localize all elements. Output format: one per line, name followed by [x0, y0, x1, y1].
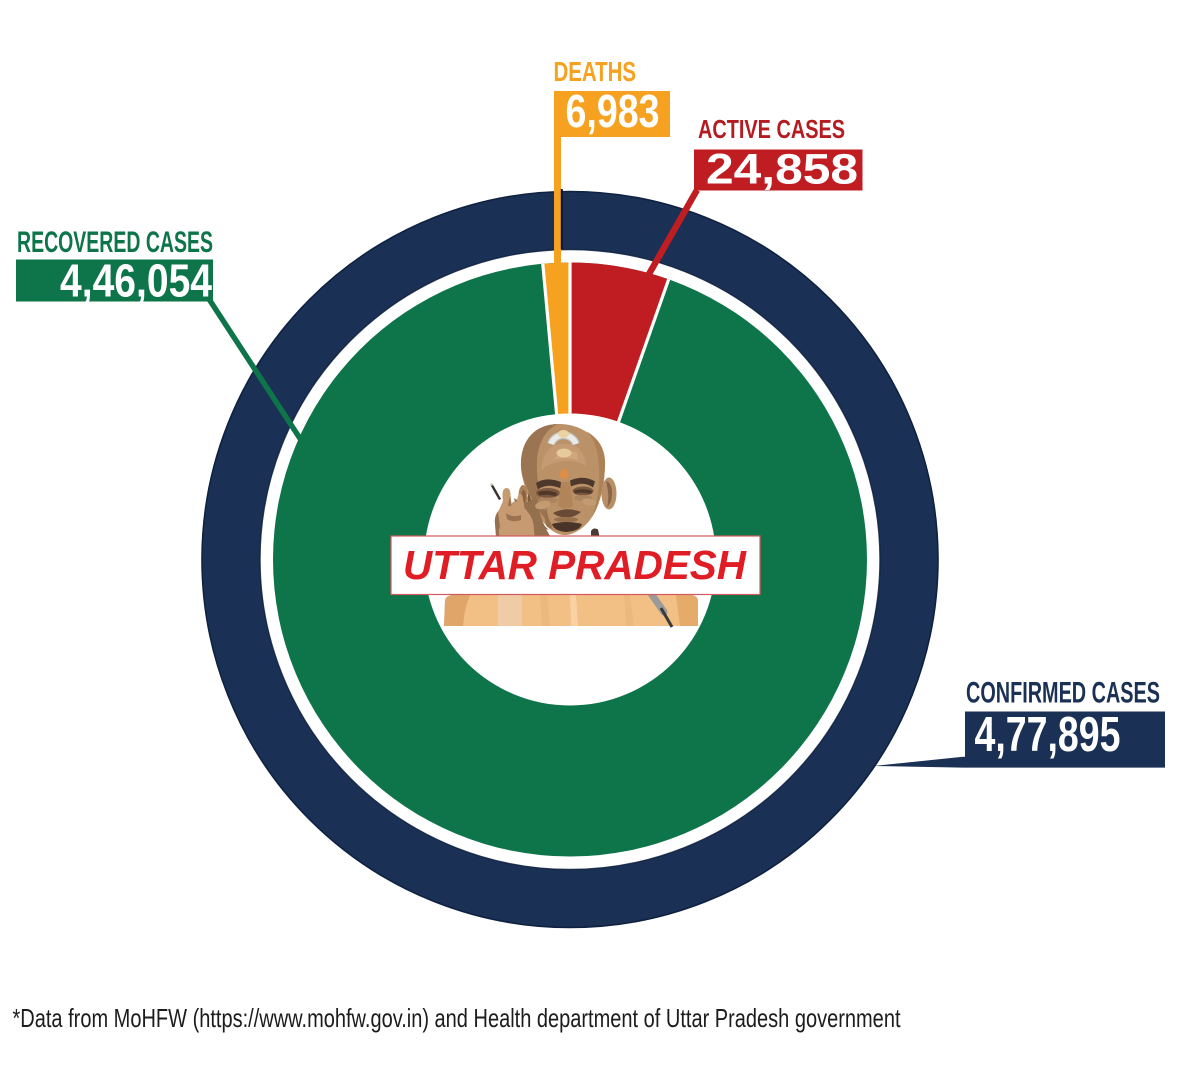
svg-text:6,983: 6,983	[566, 85, 660, 137]
svg-text:RECOVERED CASES: RECOVERED CASES	[17, 226, 213, 259]
svg-text:*Data from MoHFW (https://www.: *Data from MoHFW (https://www.mohfw.gov.…	[13, 1003, 902, 1033]
svg-text:UTTAR PRADESH: UTTAR PRADESH	[403, 542, 747, 588]
svg-text:4,46,054: 4,46,054	[60, 255, 212, 307]
svg-text:ACTIVE CASES: ACTIVE CASES	[698, 116, 845, 144]
svg-text:CONFIRMED CASES: CONFIRMED CASES	[966, 677, 1160, 710]
svg-text:24,858: 24,858	[706, 146, 858, 194]
svg-text:4,77,895: 4,77,895	[975, 708, 1121, 762]
svg-text:DEATHS: DEATHS	[554, 56, 637, 87]
